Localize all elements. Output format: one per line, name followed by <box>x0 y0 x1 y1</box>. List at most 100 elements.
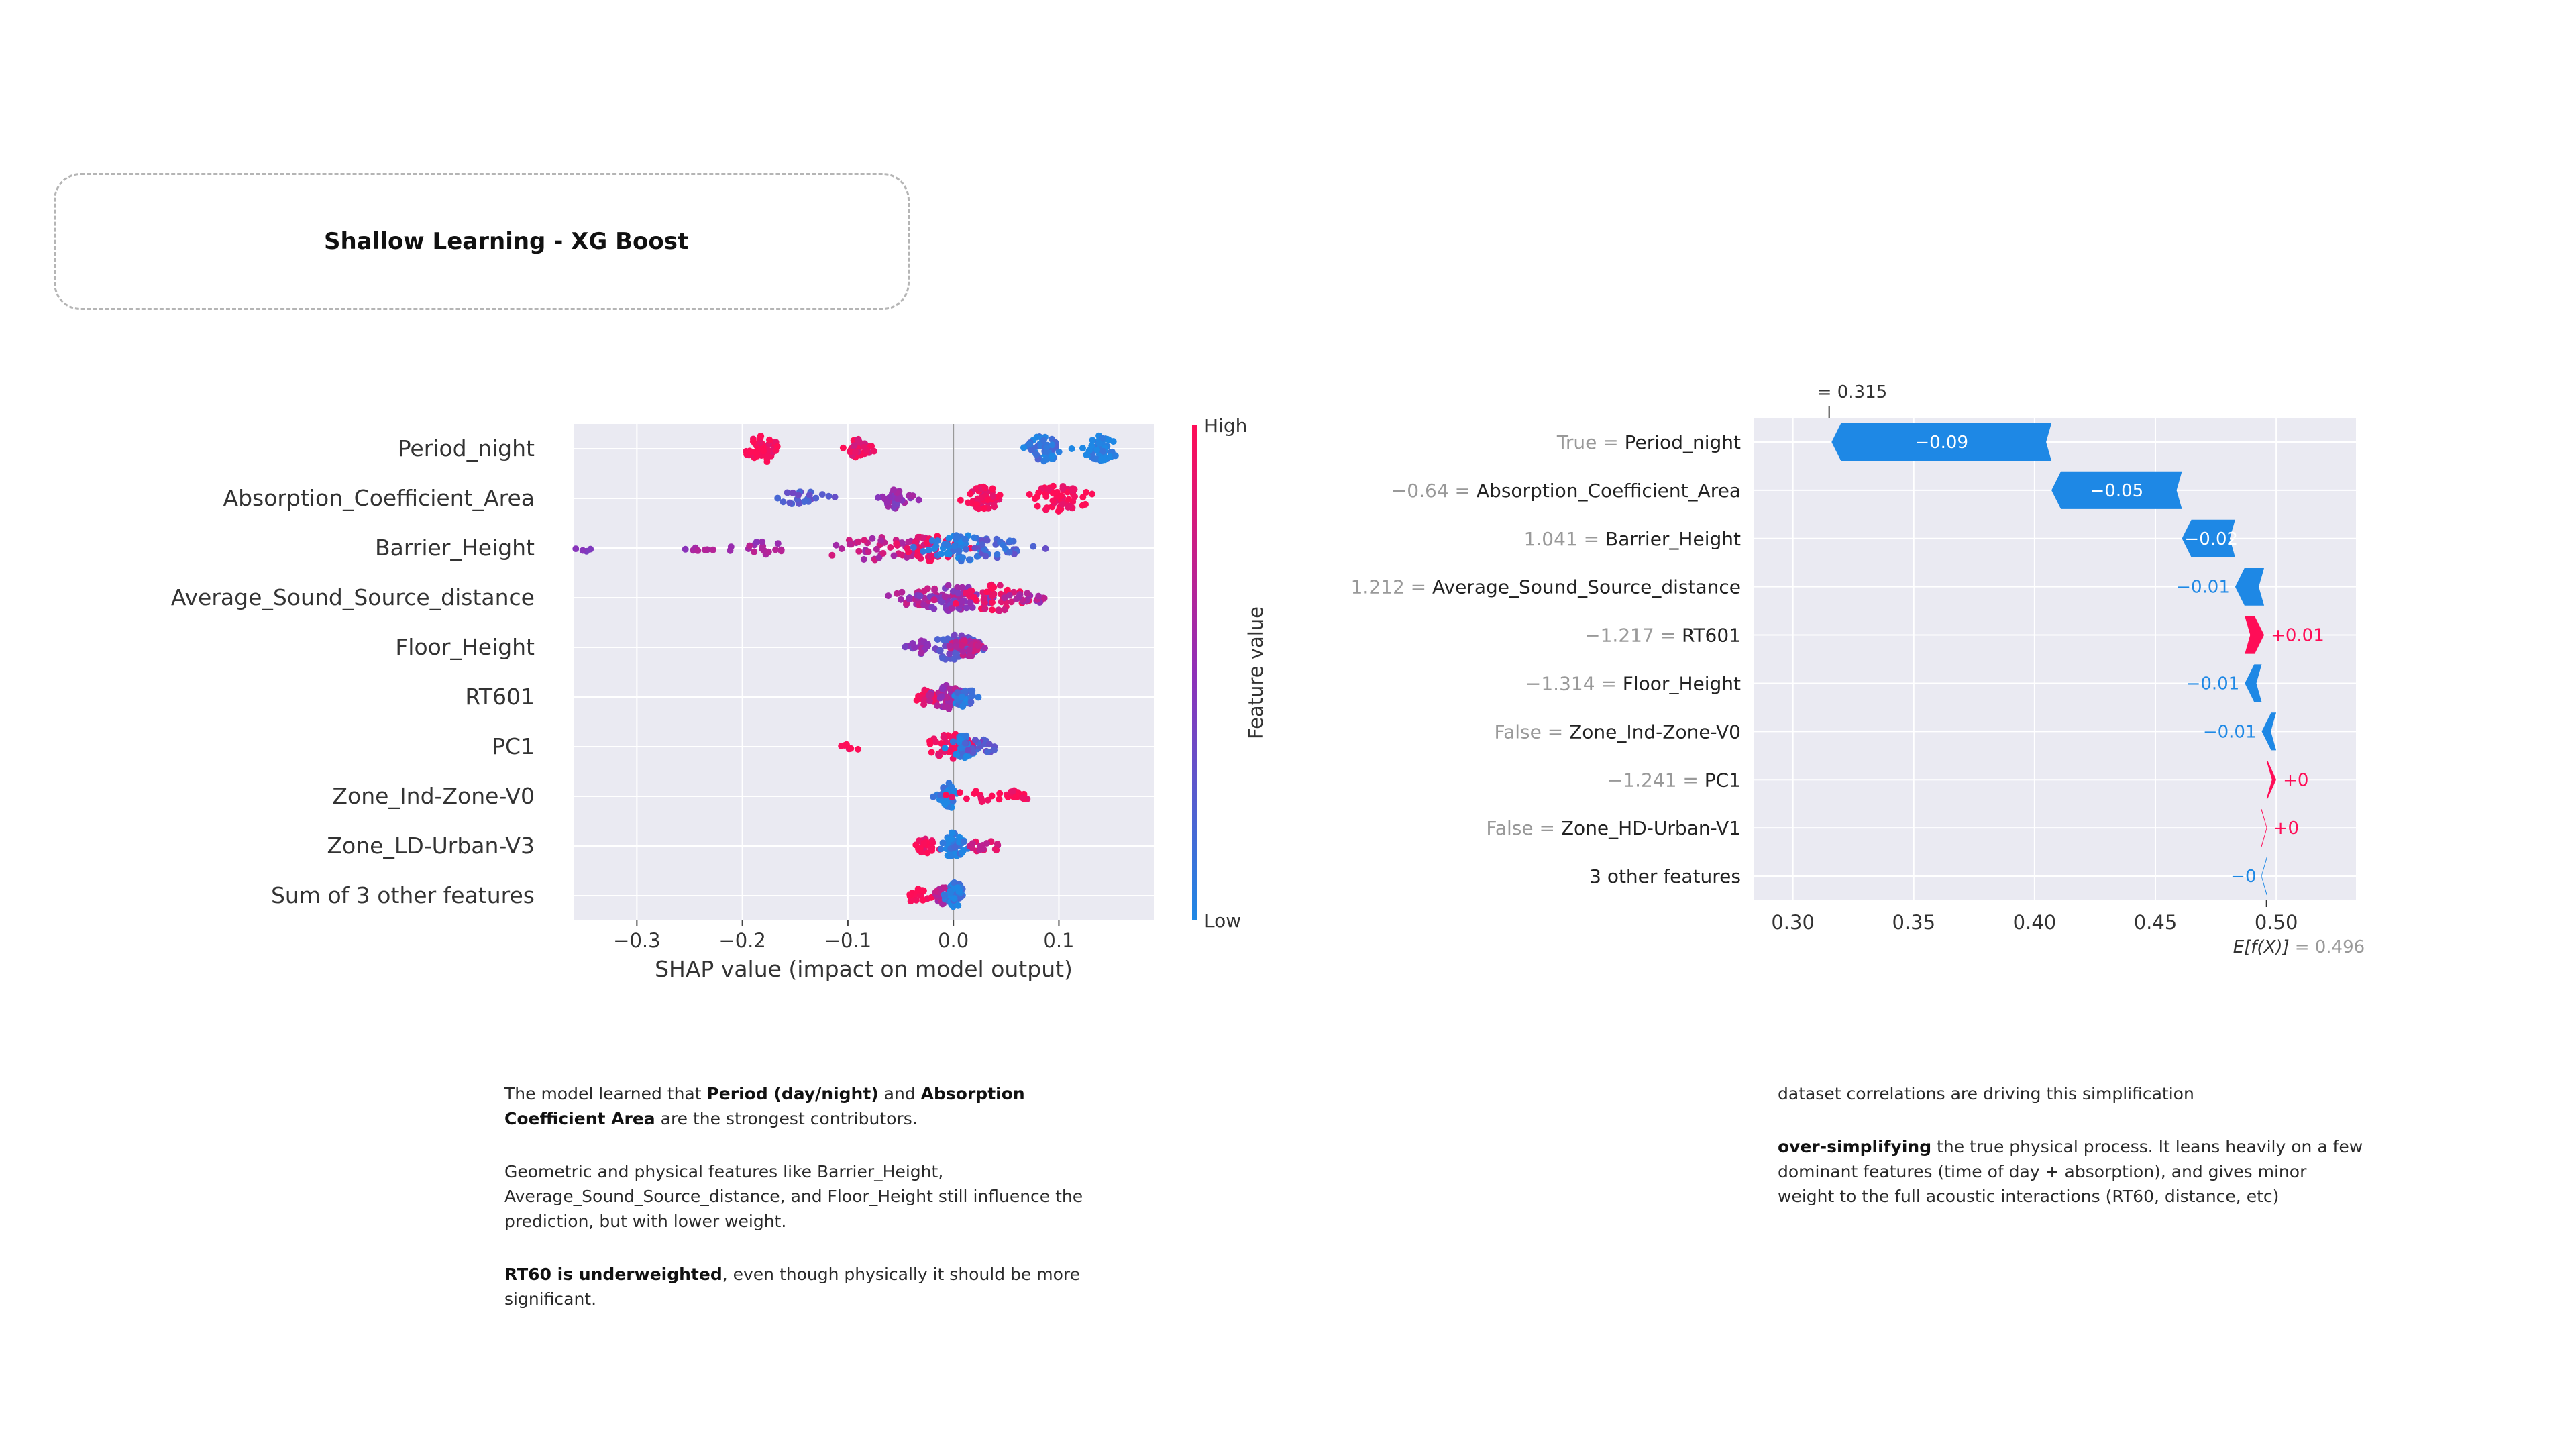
shap-point <box>1042 506 1049 513</box>
right-notes: dataset correlations are driving this si… <box>1778 1081 2368 1237</box>
feature-label: −0.64 = Absorption_Coefficient_Area <box>1391 480 1741 502</box>
note-paragraph: The model learned that Period (day/night… <box>504 1081 1095 1131</box>
shap-point <box>757 439 764 447</box>
shap-point <box>963 604 970 612</box>
shap-point <box>905 539 912 545</box>
feature-label: Floor_Height <box>395 634 535 660</box>
shap-beeswarm-chart: −0.3 −0.2 −0.1 0.0 0.1 Period_night Absorption… <box>171 415 1267 982</box>
shap-point <box>975 642 982 649</box>
shap-point <box>1059 500 1066 508</box>
shap-point <box>914 552 921 559</box>
shap-point <box>1059 485 1067 492</box>
shap-point <box>747 449 754 456</box>
shap-point <box>760 447 767 455</box>
shap-point <box>572 545 580 553</box>
shap-point <box>1026 491 1033 498</box>
shap-point <box>1095 439 1103 447</box>
shap-point <box>855 547 863 555</box>
shap-point <box>875 554 883 561</box>
shap-point <box>1043 444 1051 451</box>
shap-point <box>843 741 850 748</box>
waterfall-bar <box>2245 664 2262 702</box>
shap-point <box>963 795 970 802</box>
shap-point <box>941 745 949 752</box>
shap-point <box>996 790 1004 797</box>
shap-point <box>1064 488 1071 496</box>
shap-point <box>945 582 952 589</box>
shap-point <box>917 844 924 851</box>
feature-value: 1.041 = <box>1524 528 1605 550</box>
shap-point <box>887 544 894 551</box>
feature-name: Zone_HD-Urban-V1 <box>1561 817 1741 839</box>
shap-point <box>825 492 833 500</box>
shap-point <box>795 492 802 499</box>
shap-point <box>766 436 773 443</box>
bar-value-label: −0.02 <box>2184 529 2238 549</box>
shap-point <box>979 541 986 548</box>
shap-point <box>920 839 928 847</box>
feature-label: Period_night <box>398 435 535 462</box>
shap-point <box>944 541 951 549</box>
shap-point <box>765 447 772 454</box>
shap-point <box>981 484 989 492</box>
shap-point <box>983 588 991 596</box>
shap-point <box>938 693 945 700</box>
shap-point <box>969 840 976 847</box>
shap-point <box>934 636 941 643</box>
shap-point <box>1008 598 1015 606</box>
shap-point <box>969 687 976 694</box>
bar-value-label: −0.01 <box>2203 722 2257 742</box>
shap-point <box>753 449 760 457</box>
shap-point <box>956 735 963 743</box>
shap-point <box>982 553 989 560</box>
shap-point <box>963 753 970 760</box>
feature-name: PC1 <box>1705 769 1741 791</box>
shap-point <box>1082 500 1089 508</box>
shap-point <box>682 545 689 553</box>
shap-point <box>1105 436 1112 443</box>
shap-point <box>1001 606 1008 614</box>
shap-point <box>753 539 760 545</box>
bar-value-label: −0.05 <box>2090 481 2144 501</box>
shap-point <box>910 543 917 551</box>
shap-point <box>773 443 781 450</box>
x-tick-label: 0.40 <box>2013 911 2057 934</box>
shap-point <box>1071 486 1078 493</box>
shap-point <box>965 647 973 654</box>
shap-point <box>833 541 840 549</box>
waterfall-bar <box>2245 616 2265 654</box>
shap-point <box>746 542 753 549</box>
shap-point <box>948 829 955 837</box>
shap-point <box>984 796 991 804</box>
shap-point <box>915 837 922 845</box>
shap-point <box>861 443 868 451</box>
shap-point <box>989 599 996 606</box>
feature-label: PC1 <box>492 733 535 759</box>
shap-point <box>989 606 996 614</box>
shap-point <box>967 490 974 498</box>
shap-point <box>1028 446 1035 453</box>
note-emphasis: RT60 is underweighted <box>504 1265 722 1284</box>
shap-point <box>927 844 934 851</box>
feature-label: False = Zone_HD-Urban-V1 <box>1486 817 1741 839</box>
shap-point <box>890 504 898 511</box>
shap-point <box>1000 541 1007 549</box>
shap-point <box>949 794 955 801</box>
note-text: Geometric and physical features like Bar… <box>504 1162 1083 1231</box>
shap-point <box>1049 490 1057 497</box>
shap-point <box>838 545 845 552</box>
shap-point <box>838 743 845 749</box>
shap-point <box>1030 543 1037 550</box>
shap-point <box>925 547 932 553</box>
shap-point <box>951 843 959 851</box>
shap-point <box>928 749 935 756</box>
shap-point <box>954 689 961 696</box>
page-title: Shallow Learning - XG Boost <box>324 228 689 255</box>
shap-point <box>941 704 949 710</box>
shap-point <box>959 554 967 561</box>
shap-point <box>956 789 963 796</box>
x-tick-label: 0.50 <box>2255 911 2298 934</box>
shap-point <box>772 546 780 553</box>
shap-point <box>961 687 969 694</box>
shap-point <box>948 835 955 843</box>
